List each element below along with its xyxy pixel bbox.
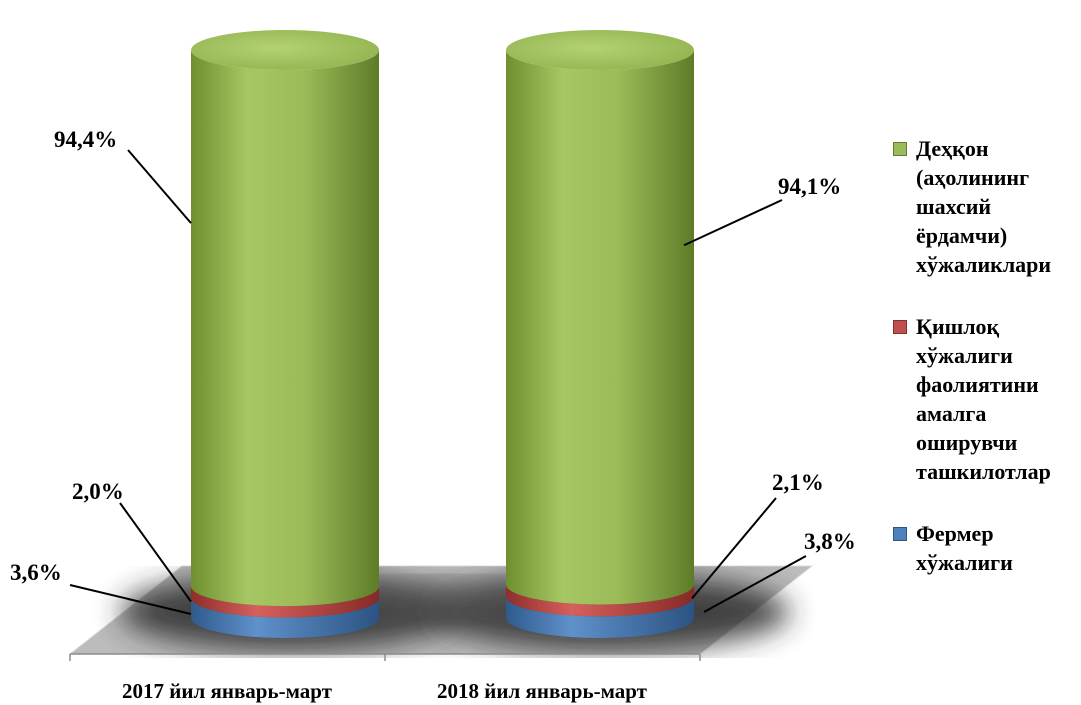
x-tick-labels: 2017 йил январь-март 2018 йил январь-мар… <box>122 679 648 703</box>
leader-line <box>703 555 807 613</box>
cylinder-segment-farmer <box>190 597 379 638</box>
legend-label: Қишлоқ хўжалиги фаолиятини амалга оширув… <box>916 314 1051 484</box>
cylinder-bar <box>506 30 694 638</box>
legend-swatch <box>893 142 907 156</box>
leader-line <box>119 502 192 603</box>
legend: Деҳқон (аҳолининг шахсий ёрдамчи) хўжали… <box>893 134 1078 577</box>
x-tick-label: 2018 йил январь-март <box>437 679 648 703</box>
cylinder-top <box>191 30 379 70</box>
x-axis <box>69 653 701 661</box>
data-label: 3,6% <box>10 560 62 585</box>
legend-swatch <box>893 527 907 541</box>
legend-item: Қишлоқ хўжалиги фаолиятини амалга оширув… <box>893 312 1078 486</box>
legend-label: Деҳқон (аҳолининг шахсий ёрдамчи) хўжали… <box>916 136 1052 277</box>
data-label: 2,0% <box>72 479 124 504</box>
legend-label: Фермер хўжалиги <box>916 521 1013 575</box>
data-label: 94,4% <box>54 127 117 152</box>
cylinder-segment-dehqon <box>506 50 694 605</box>
chart-floor <box>68 565 814 655</box>
legend-item: Деҳқон (аҳолининг шахсий ёрдамчи) хўжали… <box>893 134 1078 279</box>
data-label: 3,8% <box>804 529 856 554</box>
data-label: 94,1% <box>778 174 841 199</box>
legend-item: Фермер хўжалиги <box>893 519 1078 577</box>
data-label: 2,1% <box>772 470 824 495</box>
cylinder-top <box>506 30 694 70</box>
leader-line <box>127 149 192 224</box>
cylinder-segment-organizations <box>506 584 694 617</box>
leader-line <box>691 497 777 600</box>
cylinders <box>190 30 694 638</box>
leader-line <box>683 199 783 247</box>
cylinder-segment-dehqon <box>191 50 379 607</box>
x-tick-label: 2017 йил январь-март <box>122 679 333 703</box>
cylinder-bar <box>190 30 379 638</box>
data-labels: 94,4% 94,1% 2,0% 2,1% 3,6% 3,8% <box>10 127 856 585</box>
cylinder-segment-farmer <box>506 596 694 638</box>
legend-swatch <box>893 320 907 334</box>
leader-lines <box>69 149 807 615</box>
leader-line <box>69 584 192 615</box>
cylinder-segment-organizations <box>190 586 379 618</box>
